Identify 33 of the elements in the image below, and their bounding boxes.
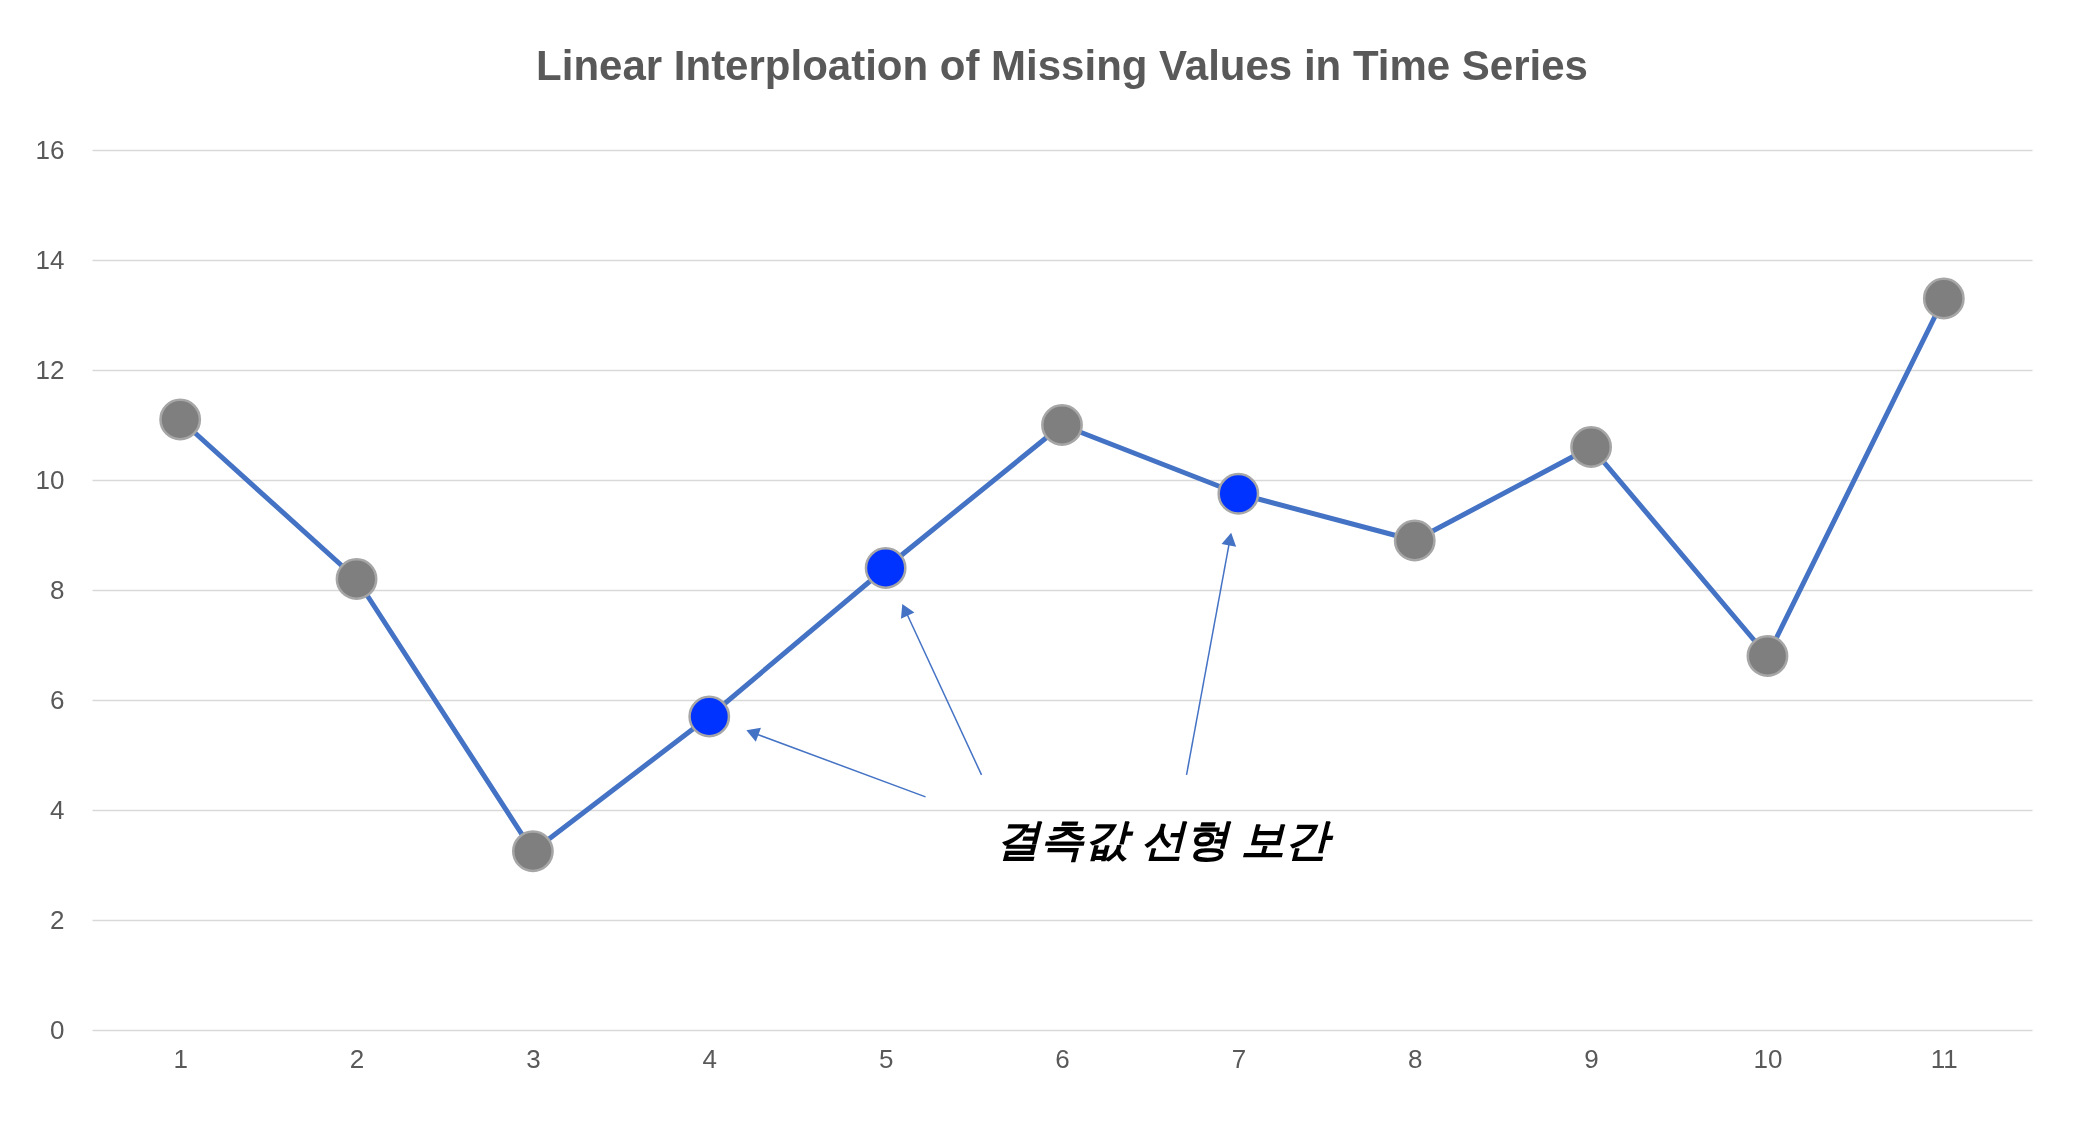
y-tick-label: 2 bbox=[50, 904, 65, 935]
y-tick-label: 8 bbox=[50, 574, 65, 605]
point bbox=[1922, 277, 1965, 320]
x-tick-label: 1 bbox=[173, 1043, 188, 1074]
x-tick-label: 2 bbox=[349, 1043, 365, 1074]
point bbox=[159, 398, 202, 441]
point bbox=[511, 830, 554, 873]
point bbox=[688, 695, 731, 738]
x-tick-label: 4 bbox=[702, 1043, 718, 1074]
x-tick-label: 8 bbox=[1407, 1043, 1423, 1074]
point bbox=[1746, 635, 1789, 677]
x-tick-label: 5 bbox=[878, 1043, 894, 1074]
x-tick-label: 3 bbox=[526, 1043, 541, 1074]
y-tick-label: 14 bbox=[35, 244, 65, 275]
x-tick-label: 7 bbox=[1231, 1043, 1247, 1074]
point bbox=[1217, 472, 1260, 515]
chart-title: Linear Interploation of Missing Values in Time Series bbox=[536, 42, 1588, 89]
x-tick-label: 11 bbox=[1930, 1043, 1958, 1074]
point bbox=[864, 547, 907, 589]
y-tick-label: 12 bbox=[35, 354, 65, 385]
point bbox=[1393, 519, 1436, 562]
point bbox=[1570, 426, 1613, 468]
y-tick-label: 10 bbox=[35, 464, 65, 495]
x-tick-label: 9 bbox=[1584, 1043, 1599, 1074]
point bbox=[335, 558, 378, 600]
x-tick-label: 6 bbox=[1055, 1043, 1070, 1074]
point bbox=[1041, 404, 1083, 446]
y-tick-label: 0 bbox=[50, 1014, 65, 1045]
x-tick-label: 10 bbox=[1753, 1043, 1783, 1074]
annotation: 결측값 선형 보간 bbox=[996, 814, 1334, 864]
y-tick-label: 16 bbox=[35, 134, 65, 165]
y-tick-label: 6 bbox=[50, 684, 65, 715]
y-tick-label: 4 bbox=[50, 794, 65, 825]
